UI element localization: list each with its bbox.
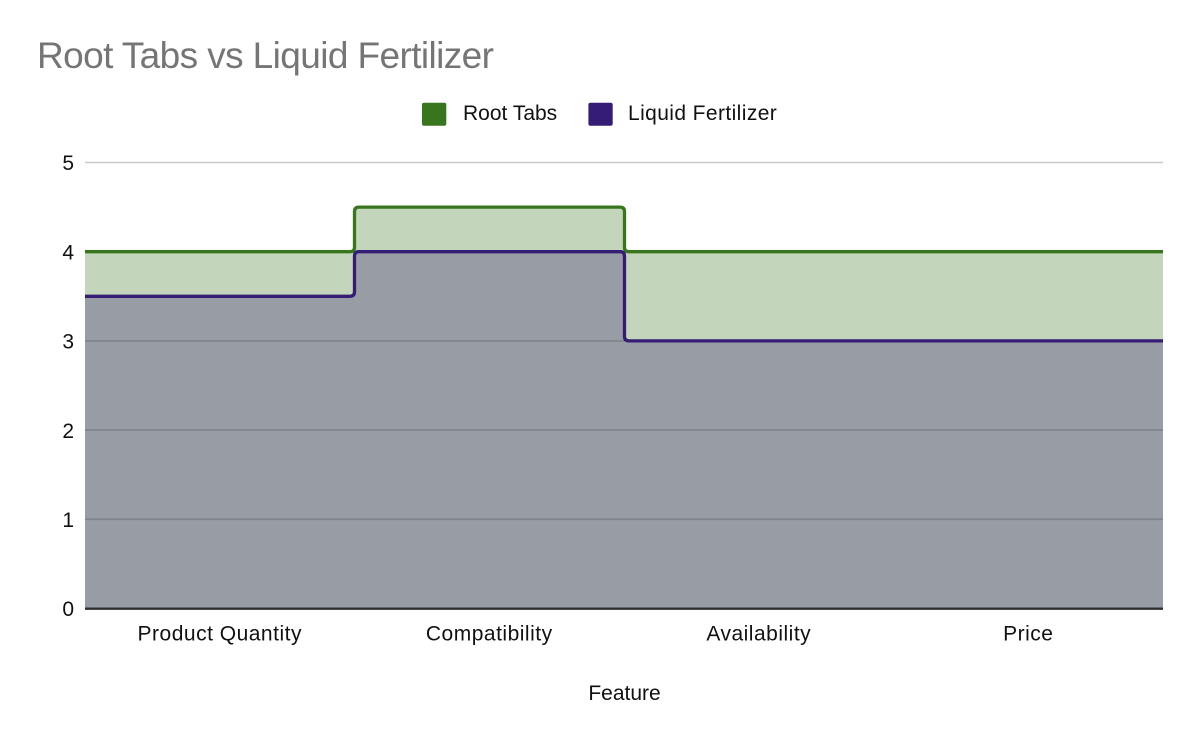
svg-text:Compatibility: Compatibility bbox=[426, 623, 553, 646]
svg-text:Price: Price bbox=[1003, 623, 1053, 646]
svg-text:5: 5 bbox=[62, 152, 74, 175]
svg-text:Liquid Fertilizer: Liquid Fertilizer bbox=[628, 102, 777, 125]
svg-text:Availability: Availability bbox=[706, 623, 811, 646]
svg-text:0: 0 bbox=[62, 598, 74, 621]
svg-text:2: 2 bbox=[62, 420, 74, 443]
svg-text:3: 3 bbox=[62, 331, 74, 354]
svg-text:Root Tabs vs Liquid Fertilizer: Root Tabs vs Liquid Fertilizer bbox=[37, 35, 494, 76]
svg-text:Root Tabs: Root Tabs bbox=[463, 102, 557, 125]
svg-text:1: 1 bbox=[62, 509, 74, 532]
svg-text:Product Quantity: Product Quantity bbox=[138, 623, 302, 646]
svg-text:Feature: Feature bbox=[588, 682, 660, 705]
svg-text:4: 4 bbox=[62, 241, 74, 264]
